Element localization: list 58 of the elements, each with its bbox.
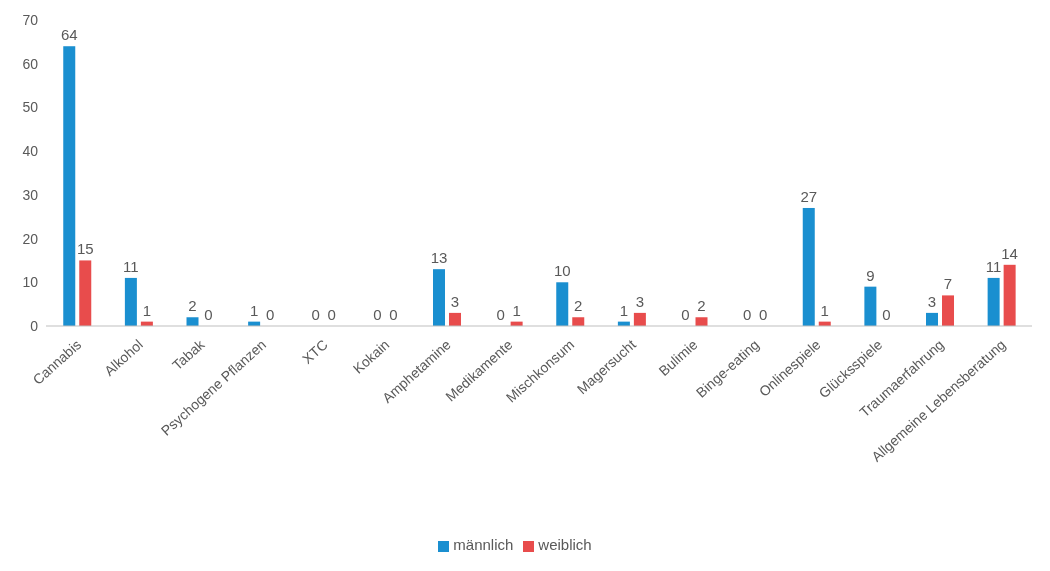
bar <box>572 317 585 326</box>
data-label: 64 <box>60 26 78 44</box>
bar <box>449 312 462 326</box>
bar <box>864 286 877 326</box>
bar <box>556 282 569 326</box>
data-label: 0 <box>265 306 275 323</box>
bar <box>942 295 955 326</box>
data-label: 2 <box>697 297 706 315</box>
data-label: 7 <box>943 275 953 293</box>
data-label: 2 <box>574 297 583 315</box>
bar <box>79 260 92 326</box>
y-tick-label: 30 <box>22 186 39 203</box>
bar <box>802 207 815 326</box>
bar <box>926 312 939 326</box>
bar <box>124 277 137 326</box>
bar <box>633 312 646 326</box>
bar <box>1003 264 1016 326</box>
bar <box>695 317 708 326</box>
data-label: 9 <box>866 266 875 284</box>
y-tick-label: 10 <box>22 274 39 291</box>
data-label: 0 <box>882 306 891 323</box>
bar <box>433 269 446 326</box>
data-label: 13 <box>430 249 448 267</box>
data-label: 1 <box>512 301 521 319</box>
data-label: 15 <box>76 240 94 258</box>
data-label: 1 <box>249 301 259 319</box>
data-label: 0 <box>204 306 213 323</box>
legend-label: weiblich <box>538 536 592 553</box>
data-label: 1 <box>142 301 152 319</box>
y-tick-label: 60 <box>22 55 39 72</box>
bar <box>987 277 1000 326</box>
data-label: 10 <box>553 262 571 280</box>
y-tick-label: 50 <box>22 99 39 116</box>
data-label: 0 <box>373 306 382 323</box>
data-label: 3 <box>927 292 937 310</box>
bar <box>186 317 199 326</box>
data-label: 1 <box>619 301 629 319</box>
data-label: 3 <box>635 292 645 310</box>
y-tick-label: 70 <box>22 11 39 28</box>
data-label: 0 <box>758 306 768 323</box>
data-label: 1 <box>820 301 829 319</box>
data-label: 2 <box>188 297 197 315</box>
legend-label: männlich <box>453 536 514 553</box>
data-label: 0 <box>681 306 690 323</box>
data-label: 11 <box>123 257 139 275</box>
data-label: 3 <box>450 292 460 310</box>
data-label: 0 <box>311 306 320 323</box>
data-label: 11 <box>985 257 1002 275</box>
data-label: 0 <box>389 306 398 323</box>
data-label: 0 <box>327 306 336 323</box>
y-tick-label: 20 <box>22 230 39 247</box>
data-label: 0 <box>742 306 752 323</box>
data-label: 27 <box>800 187 818 205</box>
data-label: 0 <box>496 306 505 323</box>
bar <box>63 46 76 326</box>
data-label: 14 <box>1001 244 1018 262</box>
y-tick-label: 0 <box>30 317 39 334</box>
y-tick-label: 40 <box>22 143 39 160</box>
